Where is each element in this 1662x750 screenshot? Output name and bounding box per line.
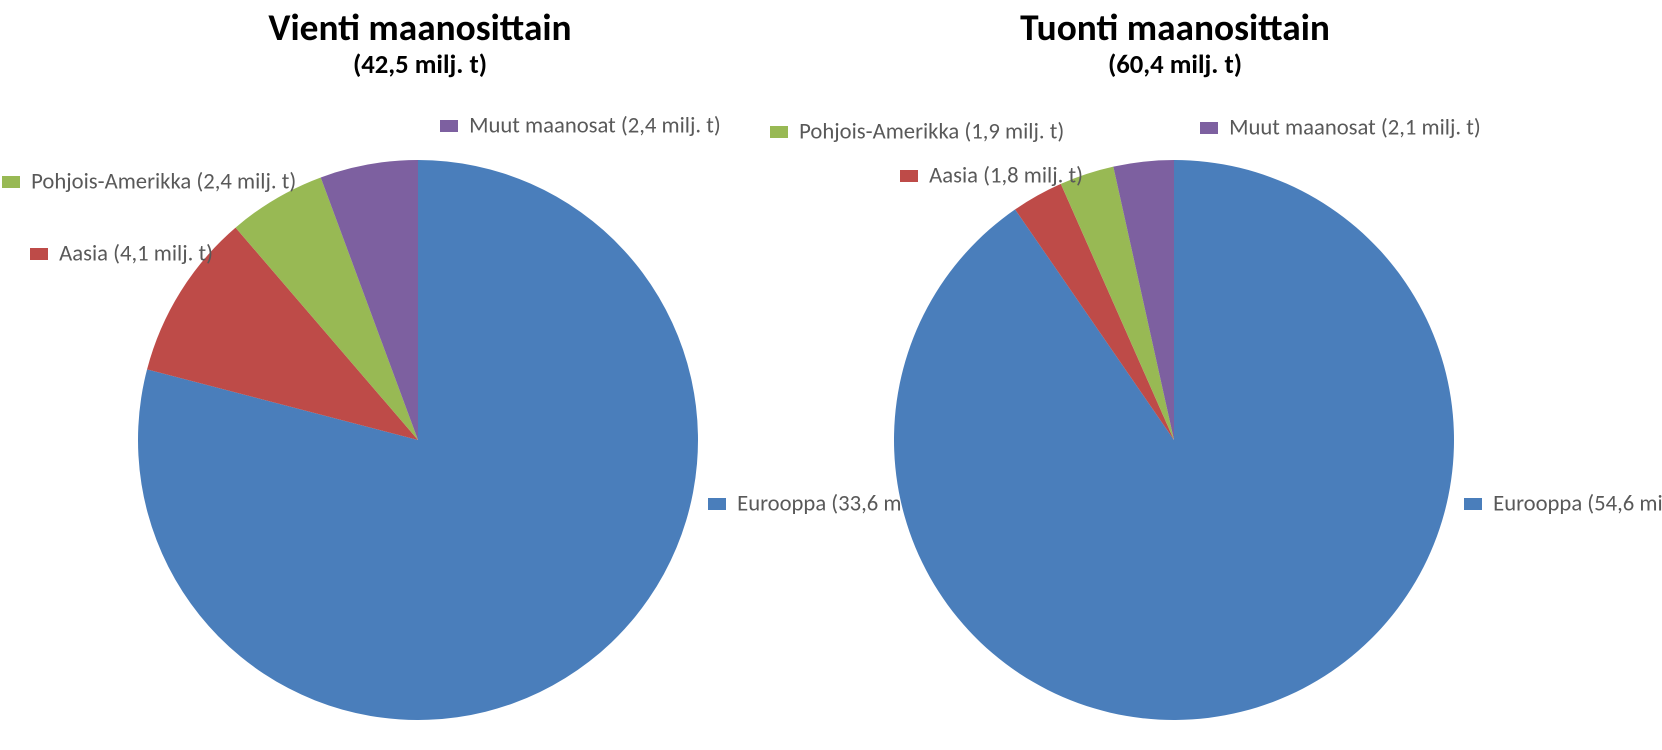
tuonti-callout-aasia: Aasia (1,8 milj. t) (900, 160, 1083, 190)
swatch-icon (440, 120, 458, 132)
vienti-title-block: Vienti maanosittain (42,5 milj. t) (210, 8, 630, 81)
vienti-title: Vienti maanosittain (210, 8, 630, 49)
swatch-icon (2, 176, 20, 188)
tuonti-label-pohjois-amerikka: Pohjois-Amerikka (1,9 milj. t) (799, 118, 1064, 146)
vienti-callout-aasia: Aasia (4,1 milj. t) (30, 238, 213, 268)
tuonti-callout-pohjois-amerikka: Pohjois-Amerikka (1,9 milj. t) (770, 116, 1064, 146)
vienti-label-muut: Muut maanosat (2,4 milj. t) (469, 112, 721, 140)
vienti-label-aasia: Aasia (4,1 milj. t) (59, 240, 213, 268)
tuonti-callout-muut: Muut maanosat (2,1 milj. t) (1200, 112, 1481, 142)
tuonti-pie (894, 160, 1454, 720)
swatch-icon (770, 126, 788, 138)
tuonti-subtitle: (60,4 milj. t) (965, 49, 1385, 81)
tuonti-callout-eurooppa: Eurooppa (54,6 milj. t) (1464, 488, 1662, 518)
swatch-icon (900, 170, 918, 182)
vienti-pie (138, 160, 698, 720)
vienti-callout-muut: Muut maanosat (2,4 milj. t) (440, 110, 721, 140)
tuonti-label-eurooppa: Eurooppa (54,6 milj. t) (1493, 490, 1662, 518)
vienti-label-pohjois-amerikka: Pohjois-Amerikka (2,4 milj. t) (31, 168, 296, 196)
tuonti-title: Tuonti maanosittain (965, 8, 1385, 49)
swatch-icon (1464, 498, 1482, 510)
tuonti-title-block: Tuonti maanosittain (60,4 milj. t) (965, 8, 1385, 81)
vienti-callout-pohjois-amerikka: Pohjois-Amerikka (2,4 milj. t) (2, 166, 296, 196)
swatch-icon (30, 248, 48, 260)
vienti-subtitle: (42,5 milj. t) (210, 49, 630, 81)
swatch-icon (708, 498, 726, 510)
tuonti-label-aasia: Aasia (1,8 milj. t) (929, 162, 1083, 190)
swatch-icon (1200, 122, 1218, 134)
chart-stage: Vienti maanosittain (42,5 milj. t) Euroo… (0, 0, 1662, 750)
tuonti-label-muut: Muut maanosat (2,1 milj. t) (1229, 114, 1481, 142)
